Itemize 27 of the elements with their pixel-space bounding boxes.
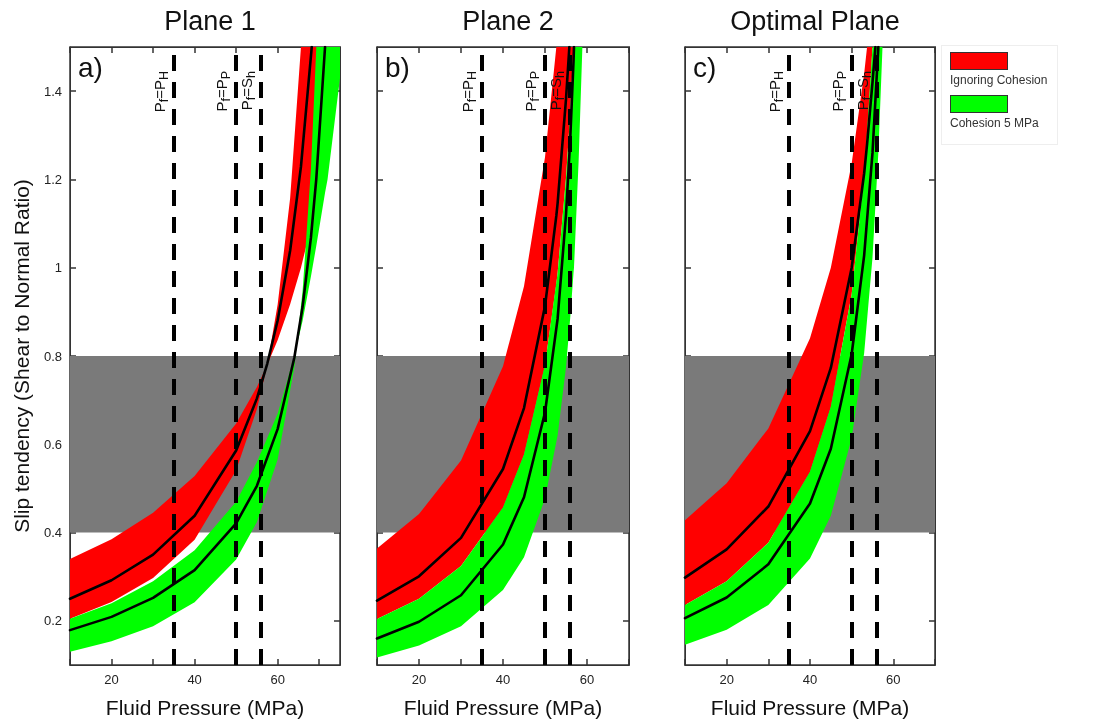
y-tick-label: 1 [54, 260, 62, 276]
y-axis-title: Slip tendency (Shear to Normal Ratio) [10, 179, 33, 533]
annotation: a) [78, 51, 103, 83]
chart-title: Optimal Plane [730, 5, 900, 36]
x-tick-label: 40 [802, 672, 818, 687]
chart-title: Plane 2 [462, 5, 554, 36]
x-tick-label: 40 [495, 672, 511, 687]
x-axis-title: Fluid Pressure (MPa) [710, 696, 910, 719]
x-tick-label: 60 [886, 672, 901, 687]
y-tick-label: 1.2 [43, 171, 62, 187]
annotation: c) [693, 51, 717, 83]
y-tick-label: 0.8 [43, 348, 62, 364]
y-tick-label: 0.6 [43, 436, 62, 452]
x-axis-title: Fluid Pressure (MPa) [403, 696, 603, 719]
x-tick-label: 20 [411, 672, 427, 687]
x-tick-label: 20 [719, 672, 734, 687]
chart-title: Plane 1 [164, 5, 256, 36]
x-tick-label: 40 [187, 672, 202, 687]
x-tick-label: 20 [104, 672, 119, 687]
y-tick-label: 0.2 [43, 613, 62, 629]
annotation: b) [385, 51, 410, 83]
x-tick-label: 60 [270, 672, 285, 687]
x-tick-label: 60 [579, 672, 595, 687]
legend: Ignoring Cohesion Cohesion 5 MPa [941, 45, 1059, 145]
y-tick-label: 0.4 [43, 525, 62, 541]
x-axis-title: Fluid Pressure (MPa) [105, 696, 305, 719]
y-tick-label: 1.4 [43, 83, 62, 99]
